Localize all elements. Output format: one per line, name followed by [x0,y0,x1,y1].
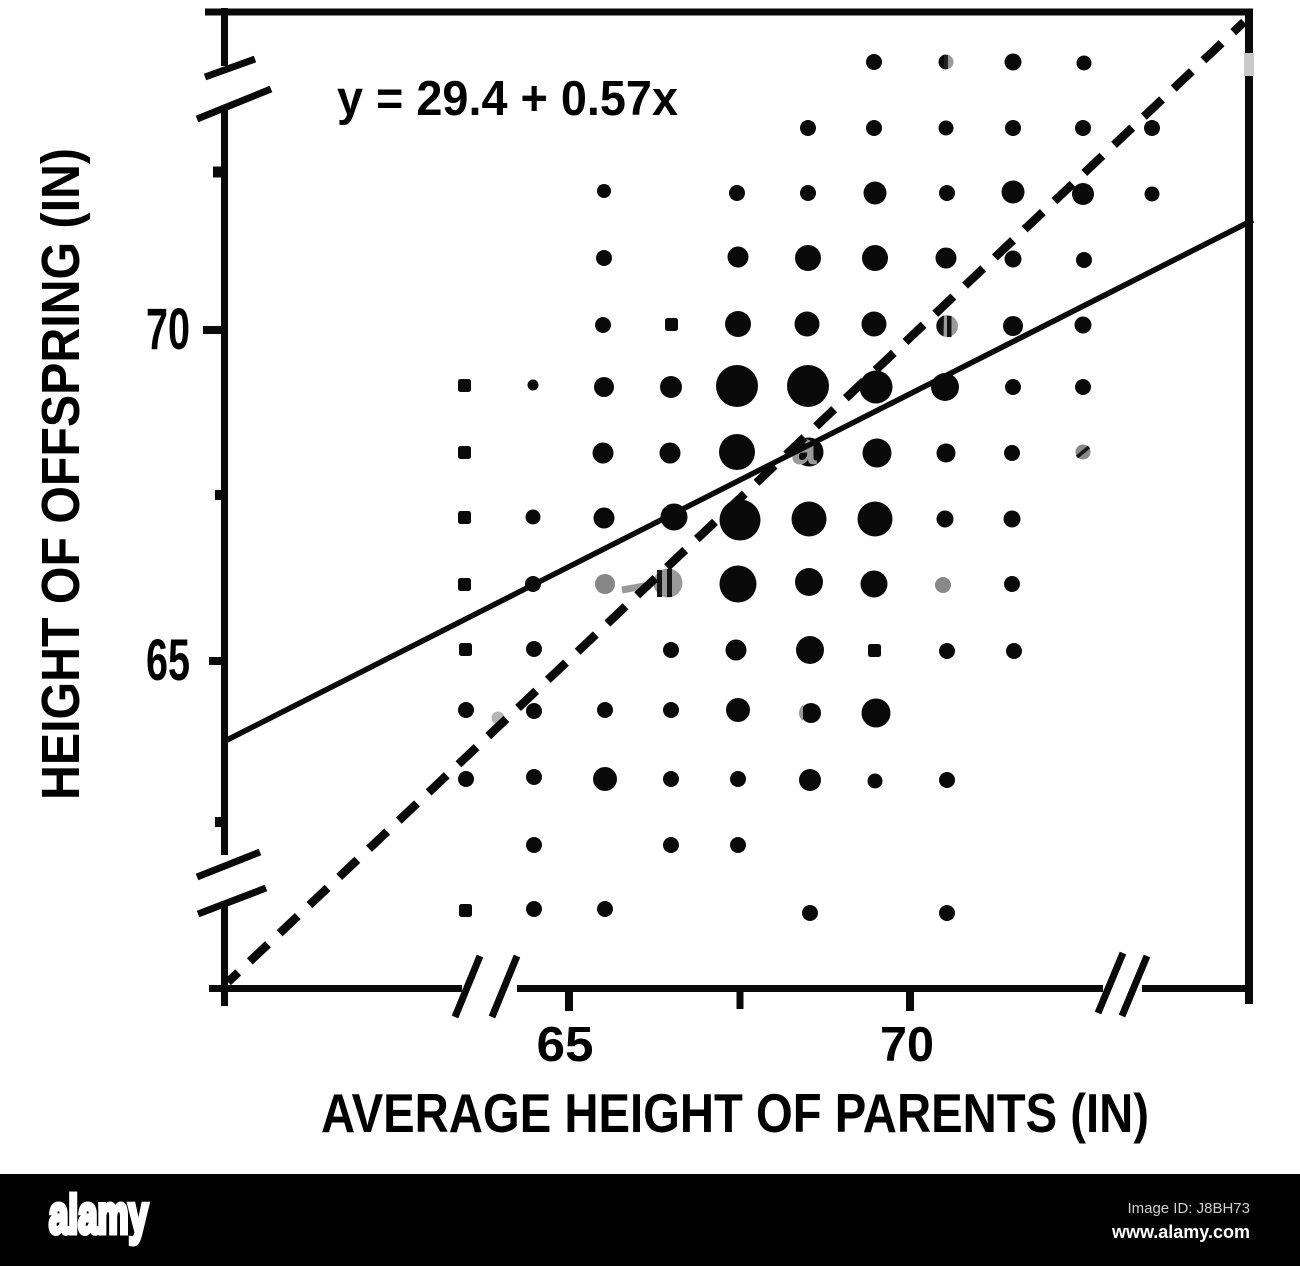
svg-text:Image ID: J8BH73: Image ID: J8BH73 [1127,1200,1250,1217]
svg-text:www.alamy.com: www.alamy.com [1111,1222,1250,1242]
svg-text:y = 29.4 + 0.57x: y = 29.4 + 0.57x [337,71,678,126]
svg-text:65: 65 [146,628,190,693]
svg-text:alamy: alamy [49,1185,148,1245]
svg-text:AVERAGE HEIGHT OF PARENTS (IN): AVERAGE HEIGHT OF PARENTS (IN) [321,1082,1149,1144]
svg-text:70: 70 [146,297,190,362]
svg-text:HEIGHT OF OFFSPRING (IN): HEIGHT OF OFFSPRING (IN) [31,148,91,800]
svg-text:70: 70 [880,1018,934,1072]
svg-text:65: 65 [537,1018,594,1072]
